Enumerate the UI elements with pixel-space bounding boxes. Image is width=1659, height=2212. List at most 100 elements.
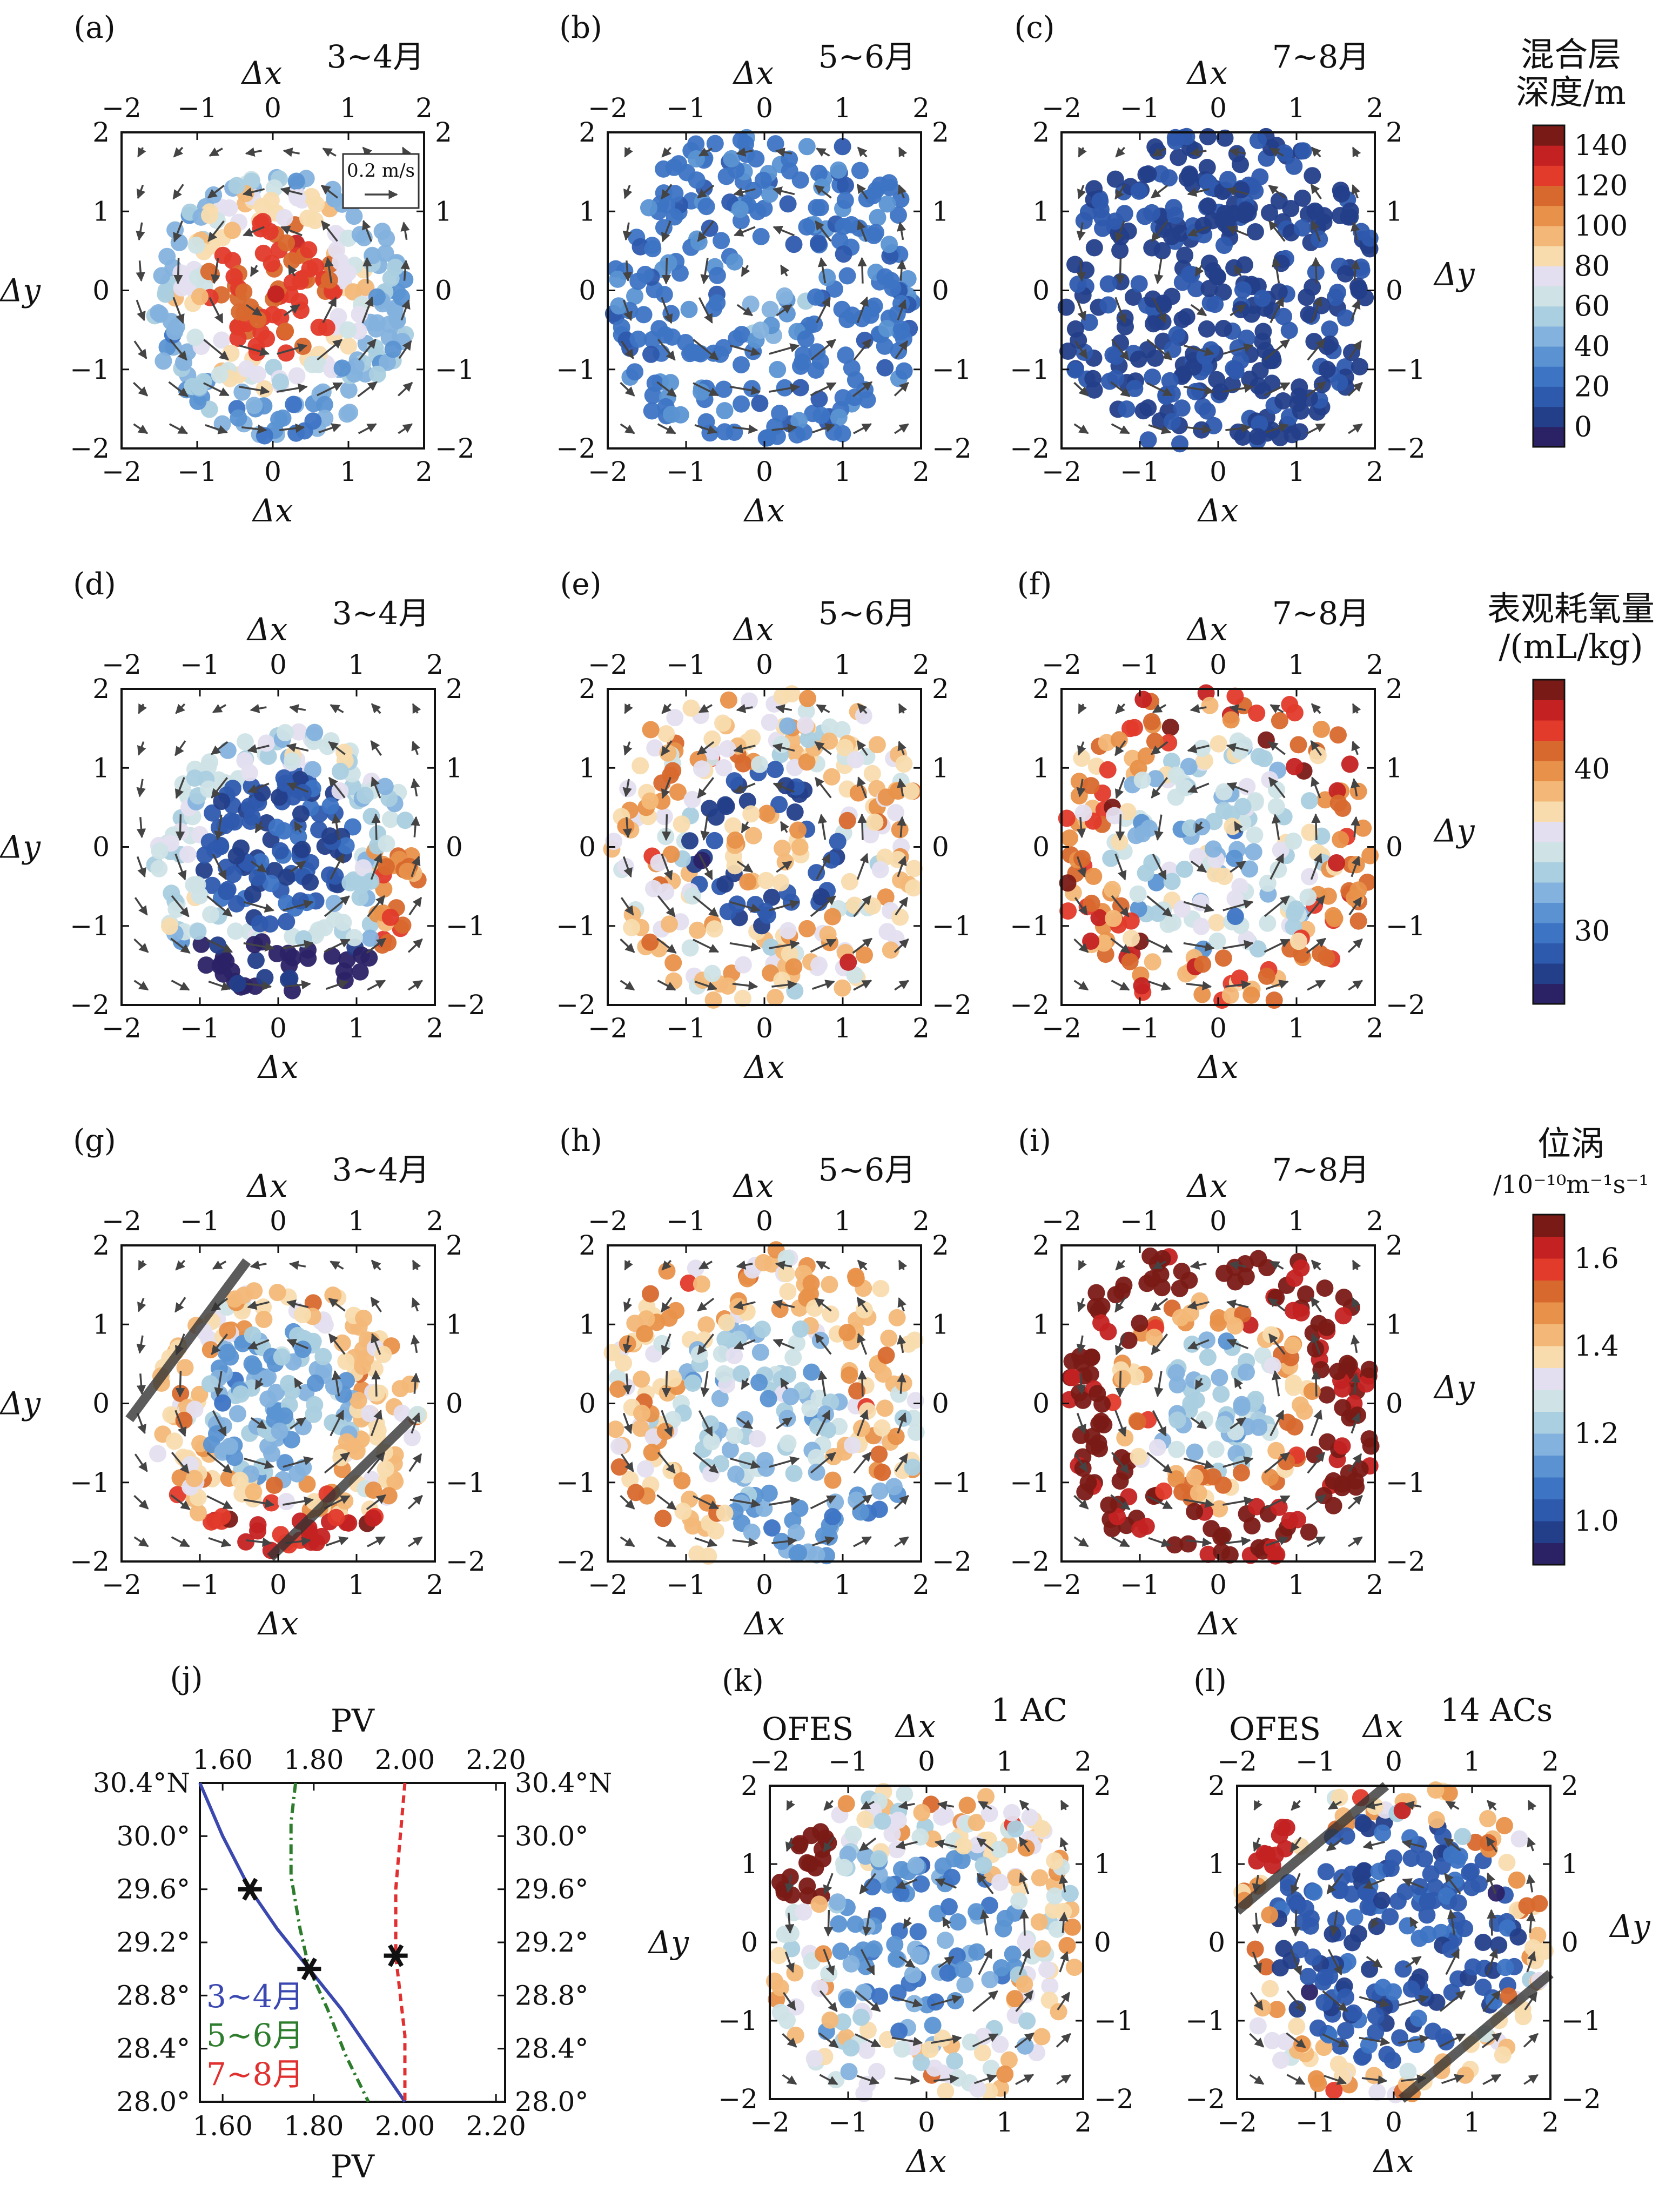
velocity-arrow	[624, 146, 633, 158]
scatter-point	[810, 164, 828, 182]
scatter-point	[1123, 929, 1140, 947]
scatter-point	[157, 285, 174, 303]
scatter-point	[1171, 1279, 1188, 1297]
scatter-point	[1091, 192, 1109, 210]
velocity-arrow	[1190, 147, 1207, 157]
x-axis-label-top: Δx	[1186, 1168, 1228, 1204]
velocity-arrow	[280, 186, 303, 196]
scatter-point	[278, 234, 295, 252]
velocity-arrow	[211, 1333, 229, 1355]
scatter-point	[158, 247, 176, 265]
scatter-point	[770, 796, 788, 813]
scatter-point	[866, 813, 884, 831]
scatter-point	[797, 702, 815, 720]
scatter-point	[1300, 1523, 1318, 1541]
y-tick-label-right: 0	[1386, 832, 1403, 863]
scatter-point	[1286, 1891, 1304, 1909]
scatter-point	[773, 687, 791, 705]
velocity-arrow	[136, 222, 145, 241]
velocity-arrow	[736, 703, 753, 713]
x-tick-label-top: 0	[1210, 92, 1227, 124]
velocity-arrow	[773, 225, 795, 237]
scatter-point	[791, 838, 809, 856]
scatter-point	[1153, 1250, 1171, 1268]
velocity-arrow	[1266, 423, 1289, 433]
scatter-point	[304, 1294, 322, 1312]
velocity-arrow	[657, 338, 676, 361]
velocity-arrow	[1150, 184, 1168, 199]
y-tick-label-left: 1	[1208, 1848, 1225, 1880]
x-tick-label-top: −1	[1120, 649, 1160, 680]
panel-title: 7~8月	[1272, 1151, 1369, 1188]
y-tick-label-right: 0	[932, 832, 949, 863]
scatter-point	[763, 888, 781, 906]
velocity-arrow	[661, 1371, 671, 1398]
colorbar-swatch	[1533, 406, 1564, 427]
scatter-point	[1144, 953, 1161, 971]
scatter-point	[1232, 156, 1249, 173]
scatter-point	[815, 1945, 832, 1963]
pv-y-tick-label-right: 30.0°	[515, 1820, 588, 1852]
scatter-point	[1089, 1385, 1106, 1403]
scatter-point	[878, 320, 896, 338]
scatter-point	[840, 2063, 858, 2081]
velocity-arrow	[1194, 821, 1204, 834]
colorbar-swatch	[1533, 1455, 1564, 1478]
scatter-point	[1509, 1928, 1527, 1946]
panel-label: (f)	[1017, 567, 1052, 602]
velocity-arrow	[1111, 423, 1130, 434]
scatter-point	[1257, 731, 1275, 749]
scatter-point	[1085, 239, 1103, 257]
scatter-point	[1215, 1416, 1233, 1433]
x-tick-label-top: 1	[348, 1205, 365, 1237]
velocity-arrow	[371, 776, 381, 799]
velocity-vectors	[133, 1259, 423, 1547]
y-tick-label-right: −2	[1386, 433, 1426, 464]
velocity-arrow	[324, 257, 334, 284]
velocity-arrow	[1352, 1259, 1361, 1271]
scatter-point	[219, 1344, 237, 1362]
velocity-arrow	[776, 304, 792, 317]
scatter-point	[636, 1325, 654, 1343]
scatter-point	[376, 777, 394, 795]
scatter-point	[1137, 747, 1155, 765]
x-tick-label-bottom: 2	[1366, 456, 1383, 487]
scatter-point	[1335, 1289, 1353, 1306]
velocity-arrow	[817, 257, 828, 284]
scatter-point	[1137, 864, 1154, 882]
y-tick-label-right: −1	[932, 910, 972, 942]
scatter-point	[203, 876, 221, 894]
scatter-point	[644, 240, 662, 258]
velocity-arrow	[276, 383, 308, 393]
scatter-point	[1193, 986, 1211, 1003]
scatter-point	[175, 1411, 193, 1429]
x-tick-label-bottom: 1	[1288, 1013, 1305, 1044]
scatter-point	[265, 1477, 283, 1494]
x-tick-label-top: 1	[1288, 92, 1305, 124]
x-tick-label-bottom: 1	[348, 1013, 365, 1044]
scatter-point	[1171, 435, 1188, 453]
velocity-arrow	[698, 297, 713, 324]
scatter-point	[758, 805, 776, 822]
scatter-point	[361, 929, 379, 947]
velocity-arrow	[1351, 855, 1361, 877]
scatter-point	[664, 954, 682, 971]
scatter-point	[202, 906, 220, 923]
scatter-point	[766, 418, 784, 435]
scatter-point	[877, 788, 895, 806]
scatter-point	[1374, 1824, 1392, 1842]
velocity-arrow	[857, 146, 868, 158]
scatter-point	[1199, 173, 1217, 191]
scatter-point	[1059, 902, 1077, 920]
velocity-arrow	[897, 740, 906, 755]
velocity-arrow	[1111, 338, 1130, 361]
scatter-point	[838, 1324, 856, 1342]
velocity-arrow	[1077, 741, 1086, 756]
velocity-arrow	[288, 1261, 306, 1270]
colorbar-swatch	[1533, 286, 1564, 307]
scatter-point	[218, 883, 236, 901]
scatter-point	[802, 1827, 820, 1845]
x-tick-label-bottom: 0	[270, 1569, 287, 1600]
velocity-arrow	[317, 339, 343, 361]
scatter-point	[270, 411, 288, 428]
